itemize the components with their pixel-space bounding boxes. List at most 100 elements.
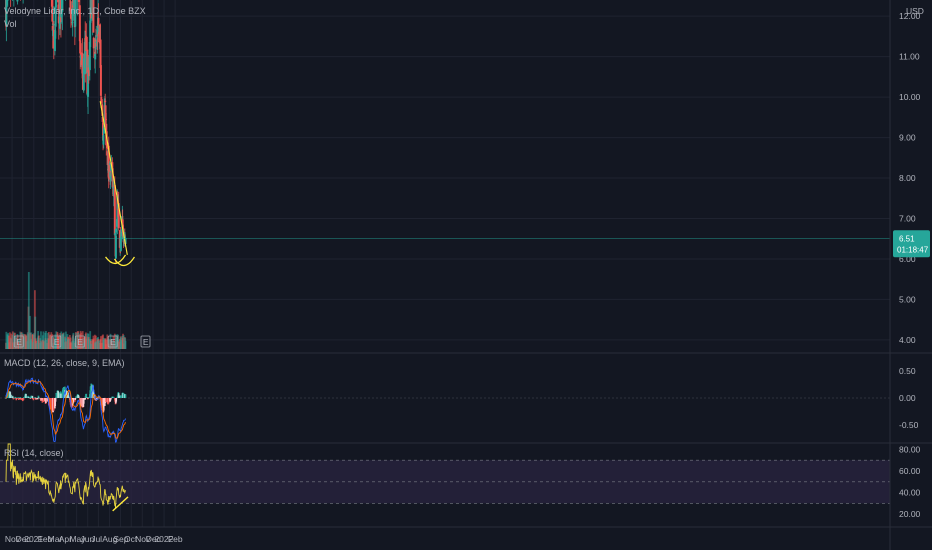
candle-body-176: [92, 37, 95, 49]
candle-body-100: [54, 0, 57, 8]
macd-hist-bar-210: [110, 398, 112, 400]
candle-body-216: [112, 186, 115, 196]
candle-body-167: [88, 41, 91, 71]
macd-hist-bar-211: [110, 397, 113, 399]
volume-bar-131: [70, 342, 73, 349]
price-axis[interactable]: 12.00 11.00 10.00 9.00 8.00 7.00 6.00 5.00 4.00 0…: [899, 11, 921, 519]
price-tick-label-0: 12.00: [899, 11, 921, 21]
volume-bar-111: [60, 331, 63, 349]
macd-hist-bar-121: [65, 390, 68, 398]
candle-body-212: [111, 162, 114, 169]
grid-lines: [0, 0, 890, 527]
macd-hist-bar-55: [32, 398, 35, 401]
macd-hist-bar-158: [84, 398, 87, 400]
volume-bar-171: [90, 343, 93, 349]
volume-bar-217: [113, 333, 116, 349]
price-tick-label-3: 9.00: [899, 133, 916, 143]
last-price-tag[interactable]: 6.51 01:18:47: [893, 230, 930, 258]
price-tag-box: [893, 230, 930, 258]
time-tick-label-10: Sep: [113, 534, 128, 544]
volume-bar-226: [117, 341, 120, 349]
time-tick-label-13: Dec: [146, 534, 162, 544]
macd-hist-bar-15: [12, 398, 15, 400]
earnings-marker-4[interactable]: [140, 335, 151, 348]
bar-countdown: 01:18:47: [897, 245, 929, 254]
macd-hist-bar-61: [35, 398, 38, 400]
volume-bar-47: [29, 315, 31, 349]
time-tick-label-11: Oct: [124, 534, 138, 544]
candle-body-220: [114, 235, 117, 259]
rsi-trendline-drawing[interactable]: [112, 496, 129, 512]
rsi-tick-label-2: 40.00: [899, 488, 921, 498]
macd-hist-bar-98: [54, 398, 57, 406]
price-tick-label-6: 6.00: [899, 254, 916, 264]
price-tick-label-4: 8.00: [899, 173, 916, 183]
candle-body-105: [57, 4, 60, 11]
macd-hist-bar-13: [11, 396, 14, 398]
candle-body-106: [57, 16, 60, 23]
bottom-arc-drawing-1[interactable]: [113, 256, 136, 267]
volume-bar-156: [82, 342, 85, 349]
volume-bar-239: [124, 340, 127, 349]
macd-hist-bar-47: [29, 396, 31, 398]
macd-hist-bar-101: [55, 392, 58, 398]
volume-bar-61: [35, 343, 38, 349]
price-tick-label-7: 5.00: [899, 294, 916, 304]
earnings-marker-label-4: E: [143, 337, 149, 347]
volume-bar-211: [110, 340, 113, 349]
candle-body-168: [89, 20, 92, 48]
macd-hist-bar-35: [22, 398, 25, 401]
time-tick-label-0: Nov: [5, 534, 21, 544]
macd-hist-bar-76: [43, 398, 45, 402]
macd-hist-bar-91: [50, 398, 53, 410]
bottom-arc-drawing-0[interactable]: [105, 254, 127, 265]
candle-body-178: [94, 53, 97, 60]
candle-body-156: [82, 58, 85, 91]
volume-bar-201: [105, 339, 108, 349]
earnings-marker-0[interactable]: [13, 335, 24, 348]
macd-hist-bar-31: [20, 398, 23, 401]
volume-bar-146: [77, 341, 80, 349]
macd-hist-bar-175: [92, 389, 95, 398]
candle-body-111: [60, 8, 63, 18]
volume-bar-236: [122, 335, 125, 349]
volume-bar-36: [22, 333, 25, 349]
volume-bar-70: [40, 331, 42, 349]
trendline-drawing[interactable]: [99, 101, 128, 255]
macd-hist-bar-17: [14, 398, 16, 399]
volume-bar-120: [65, 331, 67, 349]
macd-tick-label-2: -0.50: [899, 420, 919, 430]
price-tick-label-5: 7.00: [899, 213, 916, 223]
macd-hist-bar-111: [60, 393, 63, 398]
volume-bar-26: [17, 342, 20, 349]
price-tick-label-2: 10.00: [899, 92, 921, 102]
volume-bar-181: [95, 341, 98, 349]
chart-title: Velodyne Lidar, Inc., 1D, Cboe BZX: [4, 6, 146, 16]
volume-bar-101: [55, 331, 58, 349]
volume-bar-186: [97, 340, 100, 349]
volume-bar-76: [42, 341, 45, 349]
macd-hist-bar-28: [19, 397, 22, 398]
earnings-marker-3[interactable]: [107, 335, 118, 348]
time-tick-label-5: Apr: [59, 534, 72, 544]
candle-body-161: [85, 37, 88, 51]
earnings-marker-1[interactable]: [51, 335, 62, 348]
candle-body-159: [84, 35, 87, 74]
last-price: 6.51: [899, 234, 915, 243]
volume-bar-58: [34, 316, 37, 349]
macd-hist-bar-201: [105, 398, 108, 403]
macd-hist-bar-138: [74, 398, 77, 400]
volume-bar-6: [7, 335, 10, 349]
rsi-tick-label-1: 60.00: [899, 466, 921, 476]
rsi-line-series: [5, 443, 126, 509]
candle-body-221: [115, 228, 118, 233]
macd-hist-bar-162: [86, 397, 89, 398]
volume-bars: [5, 272, 127, 349]
volume-bar-31: [20, 331, 23, 349]
earnings-marker-2[interactable]: [74, 335, 85, 348]
volume-bar-141: [75, 332, 78, 349]
macd-hist-bar-0: [5, 398, 7, 399]
